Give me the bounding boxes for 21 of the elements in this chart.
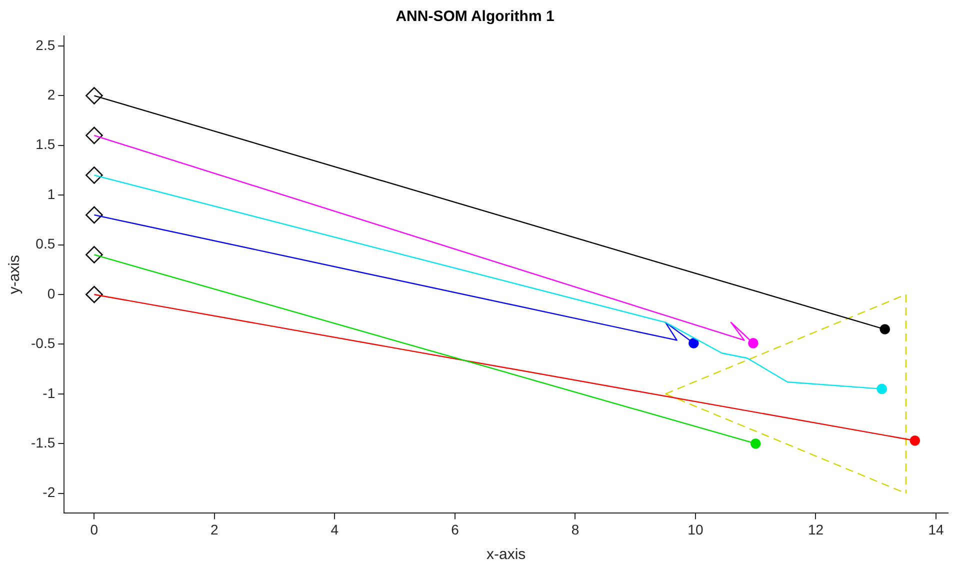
- y-tick-label: -1.5: [31, 434, 56, 450]
- x-tick-label: 10: [688, 521, 704, 538]
- y-tick-label: 2: [47, 86, 56, 103]
- x-axis-title: x-axis: [486, 546, 526, 564]
- x-tick-label: 12: [808, 521, 824, 538]
- x-tick-label: 6: [451, 521, 460, 538]
- y-tick-label: 0.5: [36, 236, 56, 252]
- x-tick-label: 4: [330, 521, 339, 538]
- y-tick-label: 1.5: [36, 136, 56, 152]
- y-tick-label: -0.5: [31, 335, 56, 352]
- y-tick-label: 0: [47, 285, 56, 302]
- y-tick-label: -2: [42, 484, 56, 500]
- y-tick-label: 2.5: [36, 36, 56, 53]
- x-tick-label: 8: [571, 521, 580, 538]
- y-axis-title: y-axis: [6, 255, 24, 294]
- x-tick-label: 0: [90, 521, 98, 538]
- y-tick-label: -1: [42, 384, 56, 401]
- x-tick-label: 14: [928, 521, 944, 538]
- x-tick-label: 2: [210, 521, 219, 538]
- chart-title: ANN-SOM Algorithm 1: [396, 8, 554, 26]
- y-tick-label: 1: [47, 186, 56, 202]
